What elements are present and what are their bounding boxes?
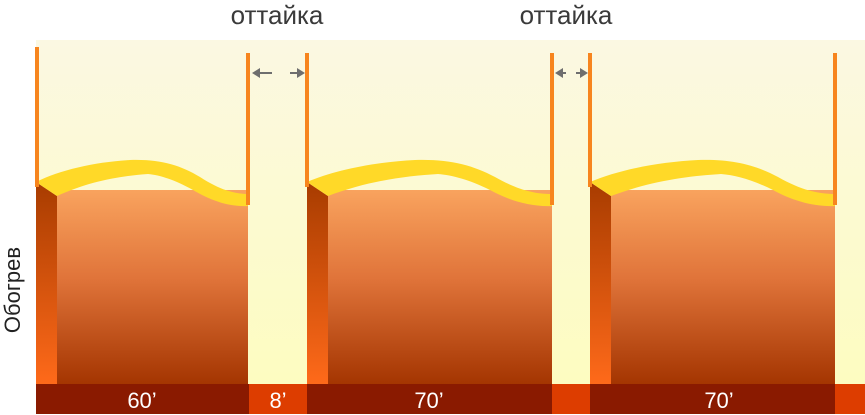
ice-cap	[590, 159, 835, 207]
arrow-right-icon	[297, 68, 305, 78]
bar-label-1: 60’	[127, 388, 156, 413]
defrost-gap-arrows-1	[252, 68, 305, 78]
bar-segment-defrost-1	[249, 384, 307, 414]
bar-segment-heat-2	[307, 384, 552, 414]
block-body	[57, 190, 248, 386]
bar-segment-defrost-3	[835, 384, 865, 414]
bar-segment-heat-1	[36, 384, 249, 414]
block-side	[590, 182, 611, 386]
ice-cap	[307, 159, 552, 207]
post-right	[246, 53, 250, 205]
arrow-right-icon	[580, 68, 588, 78]
bar-label-3: 70’	[414, 388, 443, 413]
defrost-label-2: оттайка	[520, 0, 613, 30]
defrost-gap-arrows-2	[555, 68, 588, 78]
heating-block-1	[35, 47, 250, 386]
block-body	[611, 190, 835, 386]
bar-segment-defrost-2	[552, 384, 590, 414]
ice-cap	[36, 159, 248, 207]
bar-label-2: 8’	[269, 388, 286, 413]
defrost-label-1: оттайка	[231, 0, 324, 30]
bar-label-4: 70’	[704, 388, 733, 413]
post-right	[550, 53, 554, 205]
block-side	[36, 182, 57, 386]
heating-axis-label: Обогрев	[0, 247, 25, 333]
post-left	[305, 53, 309, 187]
block-side	[307, 182, 328, 386]
bar-segment-heat-3	[590, 384, 835, 414]
timeline-bar: 60’ 8’ 70’ 70’	[36, 384, 865, 414]
heating-block-2	[305, 53, 554, 386]
arrow-left-icon	[555, 68, 563, 78]
post-left	[588, 53, 592, 187]
block-body	[328, 190, 552, 386]
heating-block-3	[588, 53, 837, 386]
post-left	[35, 47, 39, 187]
arrow-left-icon	[252, 68, 260, 78]
post-right	[833, 53, 837, 205]
